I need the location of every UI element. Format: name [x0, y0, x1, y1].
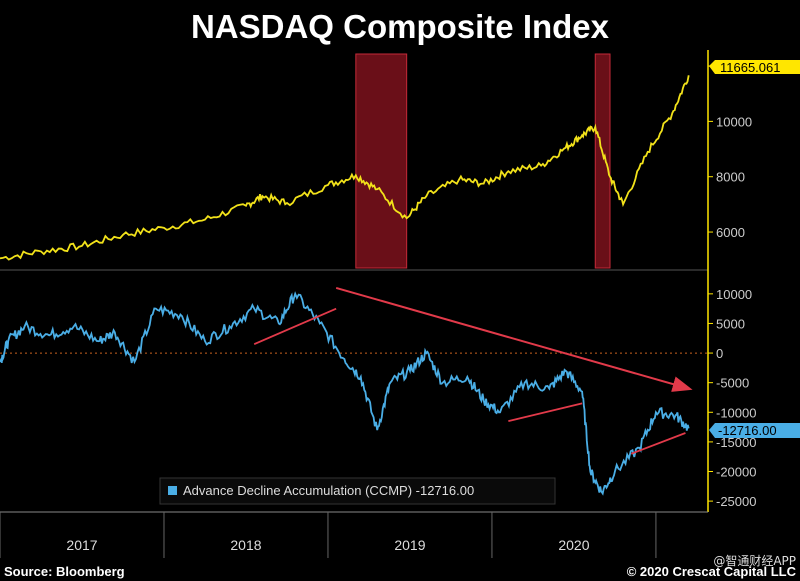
trend-annotations — [253, 286, 693, 455]
y-tick-label: 10000 — [716, 287, 752, 302]
x-tick-label: 2019 — [394, 537, 425, 553]
last-value-nasdaq: 11665.061 — [720, 60, 781, 75]
watermark: @智通财经APP — [713, 553, 796, 568]
legend-swatch — [168, 486, 177, 495]
last-value-top: 11665.061 — [709, 60, 800, 75]
y-tick-label: 10000 — [716, 114, 752, 129]
legend: Advance Decline Accumulation (CCMP) -127… — [159, 477, 556, 505]
x-tick-label: 2020 — [558, 537, 589, 553]
copyright-text: © 2020 Crescat Capital LLC — [627, 564, 797, 579]
y-tick-label: 8000 — [716, 170, 745, 185]
last-value-ad: -12716.00 — [718, 423, 777, 438]
nasdaq-line — [0, 75, 690, 261]
y-tick-label: -5000 — [716, 376, 749, 391]
shade-1 — [355, 53, 408, 269]
source-text: Source: Bloomberg — [4, 564, 125, 579]
y-tick-label: -25000 — [716, 494, 756, 509]
ad-series — [0, 291, 690, 496]
y-axis-ticks: 6000800010000120001000050000-5000-10000-… — [708, 59, 756, 509]
y-tick-label: 0 — [716, 346, 723, 361]
nasdaq-series — [0, 75, 690, 261]
x-tick-label: 2018 — [230, 537, 261, 553]
shaded-regions — [355, 53, 611, 269]
legend-label: Advance Decline Accumulation (CCMP) -127… — [183, 483, 474, 498]
ad-line — [0, 291, 690, 496]
y-tick-label: -20000 — [716, 465, 756, 480]
trend-line-3 — [631, 432, 686, 455]
downtrend-arrow — [335, 286, 693, 392]
chart-title: NASDAQ Composite Index — [191, 8, 610, 45]
shade-2 — [594, 53, 611, 269]
last-value-bottom: -12716.00 — [709, 423, 800, 438]
trend-line-1 — [253, 307, 337, 346]
y-tick-label: 5000 — [716, 316, 745, 331]
trend-line-2 — [508, 402, 583, 423]
y-tick-label: 6000 — [716, 225, 745, 240]
x-axis-ticks: 2017 2018 2019 2020 — [0, 512, 657, 558]
x-tick-label: 2017 — [66, 537, 97, 553]
y-tick-label: -15000 — [716, 435, 756, 450]
y-tick-label: -10000 — [716, 405, 756, 420]
